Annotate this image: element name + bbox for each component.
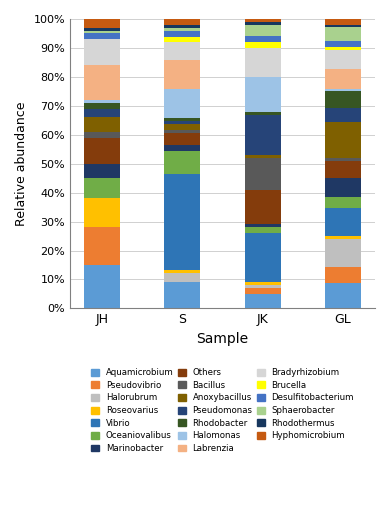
Bar <box>164 19 200 25</box>
Bar <box>245 115 281 155</box>
Bar <box>84 28 120 30</box>
Bar <box>84 265 120 308</box>
Bar <box>84 33 120 39</box>
Bar <box>325 47 361 50</box>
Bar <box>245 155 281 158</box>
Bar <box>164 174 200 270</box>
Bar <box>325 239 361 267</box>
Bar <box>84 109 120 117</box>
Bar <box>325 19 361 25</box>
Bar <box>325 69 361 88</box>
Bar <box>325 236 361 239</box>
Bar <box>164 145 200 151</box>
Bar <box>164 89 200 118</box>
Bar <box>164 270 200 273</box>
Bar <box>84 65 120 100</box>
Bar <box>84 117 120 132</box>
Bar <box>84 30 120 33</box>
Bar <box>325 161 361 178</box>
Bar <box>164 121 200 124</box>
Bar <box>164 36 200 42</box>
Bar <box>245 77 281 112</box>
Bar <box>164 42 200 60</box>
Bar <box>84 39 120 65</box>
Bar <box>325 283 361 308</box>
Bar <box>245 227 281 233</box>
Bar <box>84 198 120 227</box>
Bar <box>84 227 120 265</box>
Bar <box>325 178 361 197</box>
Bar <box>164 130 200 133</box>
Y-axis label: Relative abundance: Relative abundance <box>15 101 28 226</box>
Bar <box>325 158 361 161</box>
Bar <box>245 42 281 48</box>
Bar <box>164 118 200 121</box>
Bar <box>245 36 281 42</box>
Bar <box>245 158 281 190</box>
Bar <box>245 282 281 285</box>
Bar <box>84 100 120 103</box>
Bar <box>164 124 200 130</box>
Bar <box>325 197 361 208</box>
Bar <box>84 138 120 163</box>
Bar <box>164 25 200 28</box>
Bar <box>245 285 281 288</box>
Bar <box>325 41 361 47</box>
Bar <box>245 112 281 115</box>
Bar <box>164 133 200 145</box>
Bar <box>325 50 361 69</box>
Bar <box>84 103 120 109</box>
Bar <box>325 267 361 283</box>
Legend: Aquamicrobium, Pseudovibrio, Halorubrum, Roseovarius, Vibrio, Oceaniovalibus, Ma: Aquamicrobium, Pseudovibrio, Halorubrum,… <box>88 365 357 456</box>
Bar <box>245 288 281 294</box>
Bar <box>325 108 361 122</box>
Bar <box>245 25 281 36</box>
Bar <box>245 233 281 282</box>
X-axis label: Sample: Sample <box>197 332 248 346</box>
Bar <box>245 22 281 25</box>
Bar <box>164 151 200 174</box>
Bar <box>164 273 200 282</box>
Bar <box>325 25 361 27</box>
Bar <box>245 225 281 227</box>
Bar <box>325 122 361 158</box>
Bar <box>245 294 281 308</box>
Bar <box>164 31 200 36</box>
Bar <box>84 178 120 198</box>
Bar <box>325 91 361 108</box>
Bar <box>325 27 361 41</box>
Bar <box>84 132 120 138</box>
Bar <box>245 48 281 77</box>
Bar <box>84 19 120 28</box>
Bar <box>84 163 120 178</box>
Bar <box>164 60 200 89</box>
Bar <box>164 282 200 308</box>
Bar <box>245 190 281 225</box>
Bar <box>325 208 361 236</box>
Bar <box>164 28 200 31</box>
Bar <box>245 19 281 22</box>
Bar <box>325 88 361 91</box>
